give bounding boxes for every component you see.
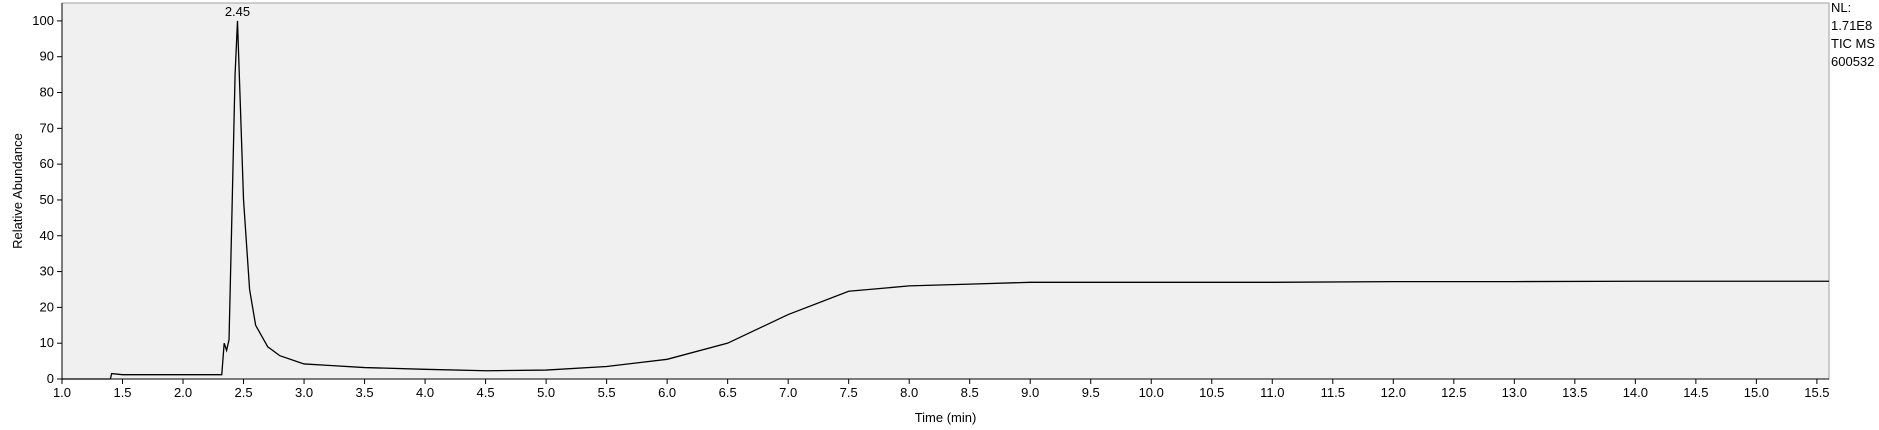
side-text: 1.71E8 — [1831, 18, 1872, 33]
x-axis-label: Time (min) — [915, 410, 977, 425]
x-tick-label: 14.5 — [1683, 385, 1708, 400]
x-tick-label: 5.0 — [537, 385, 555, 400]
y-tick-label: 100 — [32, 13, 54, 28]
x-tick-label: 6.0 — [658, 385, 676, 400]
x-tick-label: 2.5 — [235, 385, 253, 400]
x-tick-label: 10.5 — [1199, 385, 1224, 400]
x-tick-label: 1.5 — [113, 385, 131, 400]
side-text: TIC MS — [1831, 36, 1875, 51]
x-tick-label: 7.0 — [779, 385, 797, 400]
x-tick-label: 8.5 — [961, 385, 979, 400]
y-axis-label: Relative Abundance — [10, 133, 25, 249]
x-tick-label: 15.0 — [1744, 385, 1769, 400]
y-tick-label: 60 — [40, 156, 54, 171]
y-tick-label: 0 — [47, 371, 54, 386]
y-tick-label: 30 — [40, 264, 54, 279]
x-tick-label: 2.0 — [174, 385, 192, 400]
x-tick-label: 10.0 — [1139, 385, 1164, 400]
x-tick-label: 3.5 — [356, 385, 374, 400]
x-tick-label: 5.5 — [598, 385, 616, 400]
x-tick-label: 13.0 — [1502, 385, 1527, 400]
x-tick-label: 14.0 — [1623, 385, 1648, 400]
x-tick-label: 3.0 — [295, 385, 313, 400]
x-tick-label: 1.0 — [53, 385, 71, 400]
x-tick-label: 4.5 — [477, 385, 495, 400]
side-text: NL: — [1831, 0, 1851, 15]
y-tick-label: 40 — [40, 228, 54, 243]
x-tick-label: 11.0 — [1260, 385, 1284, 400]
y-tick-label: 70 — [40, 120, 54, 135]
data-line — [62, 20, 1829, 380]
x-tick-label: 4.0 — [416, 385, 434, 400]
x-tick-label: 15.5 — [1804, 385, 1829, 400]
y-tick-label: 90 — [40, 49, 54, 64]
y-tick-label: 10 — [40, 335, 54, 350]
x-tick-label: 8.0 — [900, 385, 918, 400]
y-tick-label: 50 — [40, 192, 54, 207]
y-tick-label: 80 — [40, 85, 54, 100]
x-tick-label: 9.5 — [1082, 385, 1100, 400]
side-text: 600532 — [1831, 54, 1874, 69]
x-tick-label: 7.5 — [840, 385, 858, 400]
x-tick-label: 12.5 — [1441, 385, 1466, 400]
x-tick-label: 9.0 — [1021, 385, 1039, 400]
x-tick-label: 13.5 — [1562, 385, 1587, 400]
y-tick-label: 20 — [40, 299, 54, 314]
plot-area — [61, 2, 1830, 380]
x-tick-label: 6.5 — [719, 385, 737, 400]
x-tick-label: 11.5 — [1321, 385, 1345, 400]
x-tick-label: 12.0 — [1381, 385, 1406, 400]
peak-label: 2.45 — [225, 4, 250, 19]
